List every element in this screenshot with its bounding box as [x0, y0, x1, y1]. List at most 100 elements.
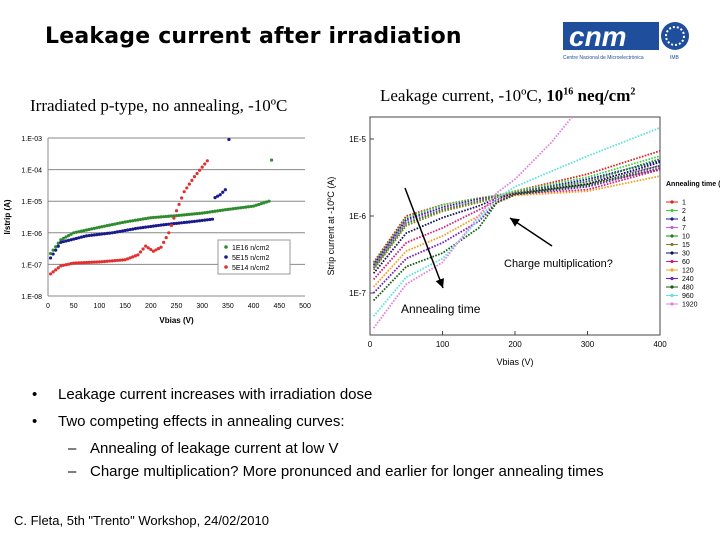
data-point: [105, 231, 109, 236]
data-point: [156, 215, 161, 219]
data-point: [90, 227, 94, 231]
x-tick-label: 500: [299, 303, 311, 310]
bullet-text: Leakage current increases with irradiati…: [58, 386, 373, 403]
data-point: [167, 222, 171, 226]
annotation-annealing-time: Annealing time: [401, 302, 481, 316]
legend-marker: [670, 217, 674, 221]
data-point: [48, 251, 53, 256]
data-point: [102, 224, 107, 228]
legend-marker: [670, 242, 674, 247]
data-point: [267, 199, 271, 203]
y-tick-label: 1.E-04: [21, 168, 42, 175]
legend-label: 1E16 n/cm2: [232, 245, 269, 252]
data-point: [138, 226, 143, 230]
data-point: [149, 247, 153, 252]
data-point: [79, 229, 84, 233]
data-point: [254, 203, 258, 207]
data-point: [205, 218, 209, 222]
series-line-30: [372, 161, 660, 274]
series-group: [372, 117, 660, 329]
data-point: [115, 230, 119, 234]
data-point: [126, 219, 130, 224]
data-point: [120, 258, 125, 262]
data-point: [151, 215, 155, 220]
data-point: [174, 209, 179, 213]
legend-marker: [670, 285, 674, 289]
data-point: [198, 168, 202, 172]
y-tick-label: 1E-5: [349, 135, 366, 144]
data-point: [131, 255, 135, 259]
slide-title: Leakage current after irradiation: [45, 24, 462, 49]
data-point: [141, 217, 145, 221]
data-point: [177, 213, 181, 217]
data-point: [226, 207, 230, 212]
data-point: [195, 212, 199, 216]
data-point: [105, 224, 109, 228]
data-point: [262, 201, 266, 205]
data-point: [151, 224, 155, 228]
data-point: [138, 217, 143, 222]
legend-title: Annealing time (min): [666, 181, 720, 188]
data-point: [48, 272, 53, 276]
data-point: [108, 223, 112, 227]
data-point: [92, 233, 96, 237]
data-point: [97, 260, 101, 264]
data-point: [192, 212, 197, 216]
sub-bullet-marker: –: [68, 463, 77, 480]
data-point: [187, 212, 191, 216]
subtitle-right: Leakage current, -10ºC, 1016 neq/cm2: [380, 86, 635, 106]
data-point: [118, 229, 122, 234]
data-point: [54, 248, 58, 252]
data-point: [123, 220, 127, 224]
data-point: [144, 225, 148, 229]
series-line-7: [372, 164, 660, 268]
data-point: [203, 211, 207, 215]
data-point: [156, 246, 161, 251]
data-point: [172, 214, 176, 218]
data-point: [167, 231, 171, 235]
data-point: [102, 259, 107, 264]
data-point: [164, 222, 168, 227]
data-point: [144, 244, 148, 248]
legend-label: 10: [682, 234, 690, 241]
y-axis-label: I/strip (A): [3, 199, 12, 234]
data-point: [110, 231, 114, 235]
data-point: [218, 208, 222, 213]
x-tick-label: 450: [273, 303, 285, 310]
data-point: [231, 207, 235, 211]
data-point: [190, 220, 194, 224]
data-point: [59, 264, 63, 268]
data-point: [87, 233, 91, 238]
series-line-960: [372, 126, 660, 317]
data-point: [61, 236, 66, 241]
data-point: [198, 211, 202, 215]
data-point: [100, 232, 104, 236]
data-point: [54, 268, 58, 272]
data-point: [84, 228, 89, 232]
data-point: [210, 210, 215, 214]
charge-multiplication-arrow: [509, 217, 553, 247]
sub-bullet-marker: –: [68, 440, 77, 457]
data-point: [169, 223, 173, 228]
data-point: [244, 205, 248, 209]
y-tick-label: 1.E-08: [21, 294, 42, 301]
data-point: [208, 210, 212, 214]
data-point: [59, 238, 63, 242]
svg-text:cnm: cnm: [569, 21, 627, 52]
data-point: [110, 259, 114, 263]
data-point: [182, 190, 186, 194]
data-point: [169, 214, 173, 218]
data-point: [182, 213, 186, 217]
data-point: [51, 248, 55, 252]
bullet-marker: •: [32, 413, 38, 430]
x-tick-label: 200: [508, 340, 522, 349]
legend-marker: [224, 255, 228, 259]
data-point: [56, 266, 60, 270]
logo-caption: Centre Nacional de Microelectrònica: [563, 55, 644, 61]
sub-bullet-2: – Charge multiplication? More pronunced a…: [68, 463, 604, 480]
data-point: [56, 241, 60, 245]
legend-marker: [670, 200, 674, 204]
data-point: [164, 236, 168, 240]
data-point: [203, 218, 207, 222]
data-point: [123, 228, 127, 233]
